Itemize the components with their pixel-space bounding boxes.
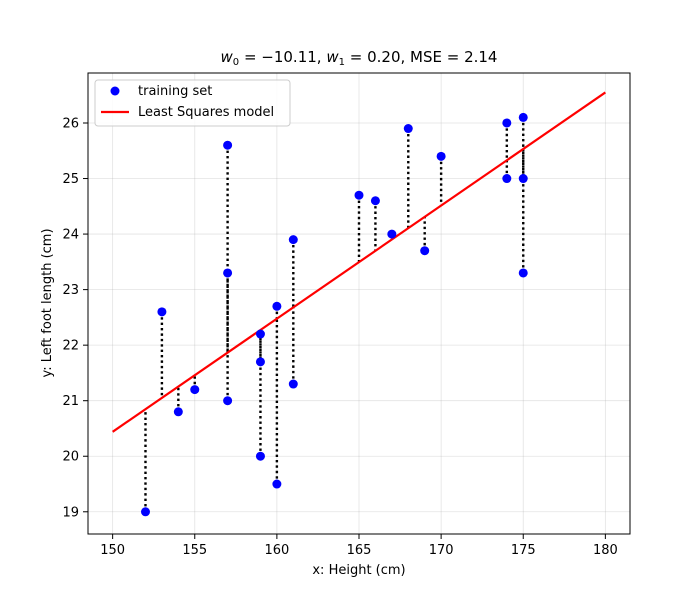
data-point — [370, 196, 380, 206]
data-point — [255, 451, 265, 461]
data-point — [223, 140, 233, 150]
y-tick-label: 24 — [62, 228, 79, 243]
data-point — [157, 307, 167, 317]
legend-marker-training-set — [110, 86, 120, 96]
x-axis-ticks: 150 155 160 165 170 175 180 — [100, 534, 618, 558]
y-tick-label: 25 — [62, 172, 79, 187]
least-squares-line — [112, 91, 606, 433]
legend: training set Least Squares model — [94, 79, 291, 127]
x-tick-label: 180 — [593, 543, 618, 558]
data-point — [255, 329, 265, 339]
x-tick-label: 165 — [347, 543, 372, 558]
y-axis-label: y: Left foot length (cm) — [40, 228, 55, 377]
data-point — [420, 246, 430, 256]
y-tick-label: 19 — [62, 505, 79, 520]
data-point — [255, 357, 265, 367]
y-axis-ticks: 19 20 21 22 23 24 25 26 — [62, 116, 88, 520]
x-tick-label: 175 — [511, 543, 536, 558]
x-axis-label: x: Height (cm) — [312, 563, 405, 578]
data-point — [288, 379, 298, 389]
x-tick-label: 150 — [100, 543, 125, 558]
chart-title: w0 = −10.11, w1 = 0.20, MSE = 2.14 — [221, 48, 498, 68]
legend-label-model: Least Squares model — [138, 105, 274, 120]
y-tick-label: 20 — [62, 450, 79, 465]
data-point — [354, 190, 364, 200]
data-point — [502, 174, 512, 184]
x-tick-label: 160 — [264, 543, 289, 558]
y-tick-label: 23 — [62, 283, 79, 298]
data-point — [387, 229, 397, 239]
data-point — [502, 118, 512, 128]
grid — [88, 73, 630, 534]
data-point — [140, 507, 150, 517]
y-tick-label: 22 — [62, 339, 79, 354]
y-tick-label: 21 — [62, 394, 79, 409]
x-tick-label: 170 — [429, 543, 454, 558]
data-point — [272, 301, 282, 311]
data-point — [288, 235, 298, 245]
legend-label-training-set: training set — [138, 84, 212, 99]
x-tick-label: 155 — [182, 543, 207, 558]
data-point — [518, 112, 528, 122]
data-point — [223, 268, 233, 278]
y-tick-label: 26 — [62, 116, 79, 131]
data-point — [223, 396, 233, 406]
data-points — [140, 112, 528, 517]
legend-box — [94, 79, 291, 127]
model-line-group — [112, 91, 606, 433]
data-point — [403, 124, 413, 134]
data-point — [518, 174, 528, 184]
data-point — [173, 407, 183, 417]
data-point — [272, 479, 282, 489]
data-point — [518, 268, 528, 278]
data-point — [190, 385, 200, 395]
data-point — [436, 151, 446, 161]
